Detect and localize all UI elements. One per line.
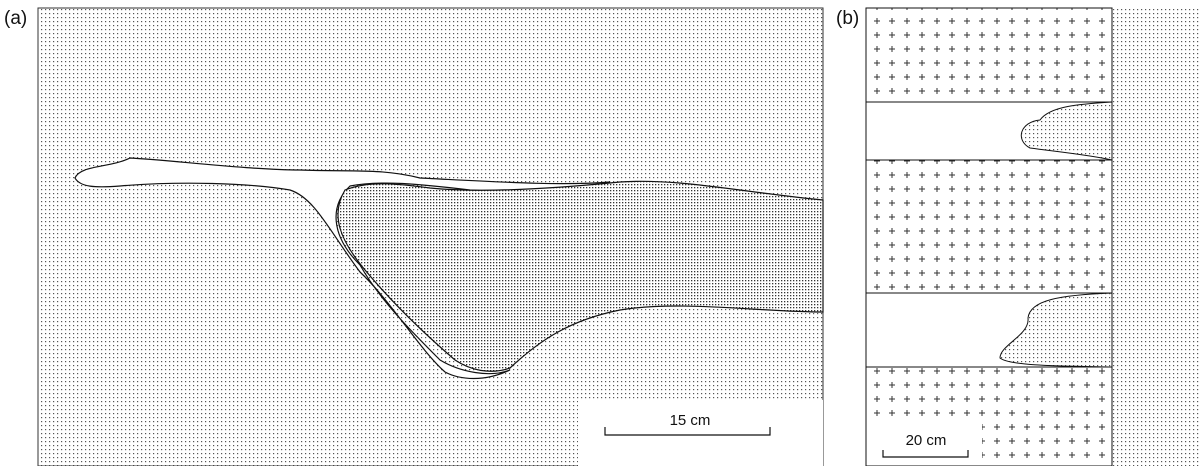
figure: 15 cm (a) 20 cm (b) [0, 0, 1199, 466]
scale-label: 20 cm [906, 432, 947, 449]
panel-label: (b) [836, 8, 859, 29]
panel-b: 20 cm (b) [836, 8, 1199, 466]
host-rock [1112, 8, 1199, 466]
scale-label: 15 cm [670, 412, 711, 429]
granite-block [866, 160, 1112, 293]
panel-a: 15 cm (a) [4, 8, 823, 466]
scale-box [578, 400, 823, 466]
panel-label: (a) [4, 8, 27, 29]
granite-block [866, 8, 1112, 102]
